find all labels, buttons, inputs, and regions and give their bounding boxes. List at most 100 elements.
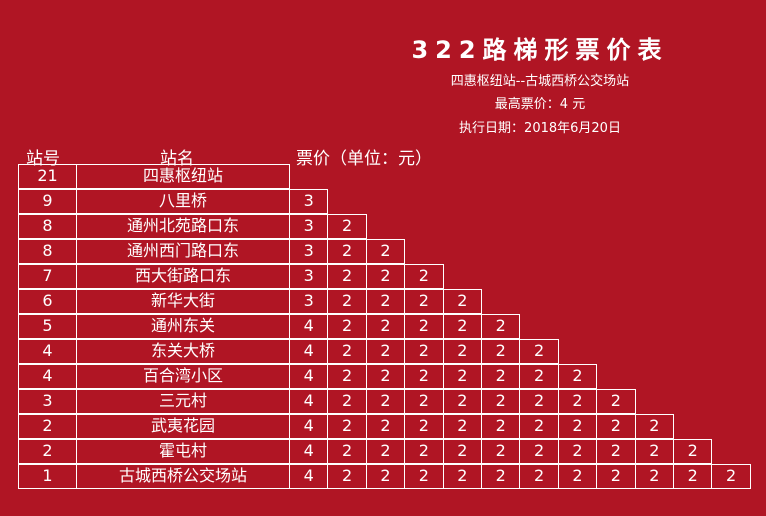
fare-cell: 2 xyxy=(404,314,444,339)
stop-name-cell: 百合湾小区 xyxy=(76,364,290,389)
stop-number-cell: 5 xyxy=(18,314,77,339)
fare-cell: 2 xyxy=(404,464,444,489)
effective-date-text: 执行日期：2018年6月20日 xyxy=(459,121,621,136)
fare-cell: 2 xyxy=(365,314,406,339)
fare-cell: 2 xyxy=(557,439,598,464)
fare-cell: 4 xyxy=(289,314,329,339)
stop-name-cell: 东关大桥 xyxy=(76,339,290,364)
fare-cell: 2 xyxy=(481,439,521,464)
fare-cell: 2 xyxy=(442,314,482,339)
stop-name-cell: 八里桥 xyxy=(76,189,290,214)
fare-cell: 2 xyxy=(327,414,367,439)
fare-cell: 2 xyxy=(404,264,444,289)
fare-cell: 2 xyxy=(596,389,636,414)
fare-cell: 2 xyxy=(365,289,406,314)
stop-number-cell: 4 xyxy=(18,339,77,364)
fare-cell: 2 xyxy=(519,389,559,414)
stop-number-cell: 1 xyxy=(18,464,77,489)
fare-cell: 2 xyxy=(596,464,636,489)
fare-cell: 2 xyxy=(442,339,482,364)
fare-cell: 2 xyxy=(327,464,367,489)
stop-number-cell: 9 xyxy=(18,189,77,214)
stop-number-cell: 3 xyxy=(18,389,77,414)
fare-cell: 4 xyxy=(289,414,329,439)
max-fare-text: 最高票价：4 元 xyxy=(494,97,586,112)
fare-cell: 2 xyxy=(327,264,367,289)
fare-cell: 2 xyxy=(365,439,406,464)
fare-cell: 2 xyxy=(404,289,444,314)
fare-cell: 2 xyxy=(404,414,444,439)
fare-cell: 2 xyxy=(634,414,674,439)
fare-cell: 2 xyxy=(634,464,674,489)
fare-cell: 2 xyxy=(519,364,559,389)
fare-cell: 4 xyxy=(289,339,329,364)
fare-cell: 2 xyxy=(327,289,367,314)
fare-cell: 2 xyxy=(481,389,521,414)
fare-cell: 2 xyxy=(481,364,521,389)
fare-cell: 2 xyxy=(365,464,406,489)
fare-cell: 2 xyxy=(442,289,482,314)
stop-name-cell: 四惠枢纽站 xyxy=(76,164,290,189)
stop-name-cell: 古城西桥公交场站 xyxy=(76,464,290,489)
fare-cell: 2 xyxy=(481,314,521,339)
fare-cell: 2 xyxy=(327,364,367,389)
fare-cell: 2 xyxy=(404,389,444,414)
header-fare: 票价（单位：元） xyxy=(296,149,432,169)
stop-name-cell: 三元村 xyxy=(76,389,290,414)
fare-cell: 2 xyxy=(327,439,367,464)
fare-cell: 2 xyxy=(365,414,406,439)
stop-number-cell: 6 xyxy=(18,289,77,314)
fare-cell: 2 xyxy=(327,389,367,414)
fare-cell: 4 xyxy=(289,389,329,414)
fare-cell: 2 xyxy=(365,264,406,289)
fare-cell: 3 xyxy=(289,264,329,289)
fare-cell: 2 xyxy=(557,464,598,489)
fare-cell: 2 xyxy=(327,239,367,264)
fare-cell: 3 xyxy=(289,189,329,214)
fare-cell: 2 xyxy=(404,439,444,464)
fare-cell: 2 xyxy=(365,239,406,264)
fare-cell: 4 xyxy=(289,464,329,489)
fare-cell: 2 xyxy=(557,389,598,414)
fare-cell: 2 xyxy=(481,414,521,439)
stop-name-cell: 武夷花园 xyxy=(76,414,290,439)
fare-cell: 3 xyxy=(289,239,329,264)
fare-cell: 2 xyxy=(519,414,559,439)
fare-cell: 2 xyxy=(557,364,598,389)
stop-number-cell: 4 xyxy=(18,364,77,389)
fare-cell: 2 xyxy=(365,339,406,364)
fare-cell: 2 xyxy=(327,339,367,364)
stop-name-cell: 新华大街 xyxy=(76,289,290,314)
stop-number-cell: 8 xyxy=(18,239,77,264)
fare-cell: 2 xyxy=(404,364,444,389)
fare-cell: 2 xyxy=(557,414,598,439)
fare-cell: 2 xyxy=(442,464,482,489)
fare-cell: 2 xyxy=(365,389,406,414)
fare-cell: 2 xyxy=(673,464,713,489)
stop-number-cell: 8 xyxy=(18,214,77,239)
fare-cell: 2 xyxy=(442,389,482,414)
fare-cell: 4 xyxy=(289,364,329,389)
fare-cell: 2 xyxy=(481,464,521,489)
stop-name-cell: 通州西门路口东 xyxy=(76,239,290,264)
fare-cell: 3 xyxy=(289,289,329,314)
stop-number-cell: 2 xyxy=(18,439,77,464)
route-text: 四惠枢纽站--古城西桥公交场站 xyxy=(450,74,630,89)
fare-cell: 2 xyxy=(365,364,406,389)
fare-cell: 4 xyxy=(289,439,329,464)
fare-cell: 2 xyxy=(442,414,482,439)
stop-name-cell: 通州东关 xyxy=(76,314,290,339)
stop-number-cell: 2 xyxy=(18,414,77,439)
fare-cell: 2 xyxy=(673,439,713,464)
fare-cell: 2 xyxy=(481,339,521,364)
fare-cell: 2 xyxy=(634,439,674,464)
stop-name-cell: 霍屯村 xyxy=(76,439,290,464)
fare-cell: 2 xyxy=(442,439,482,464)
stop-number-cell: 21 xyxy=(18,164,77,189)
fare-cell: 2 xyxy=(404,339,444,364)
stop-number-cell: 7 xyxy=(18,264,77,289)
fare-cell: 2 xyxy=(519,439,559,464)
fare-cell: 2 xyxy=(596,414,636,439)
fare-cell: 2 xyxy=(519,464,559,489)
fare-cell: 2 xyxy=(327,314,367,339)
